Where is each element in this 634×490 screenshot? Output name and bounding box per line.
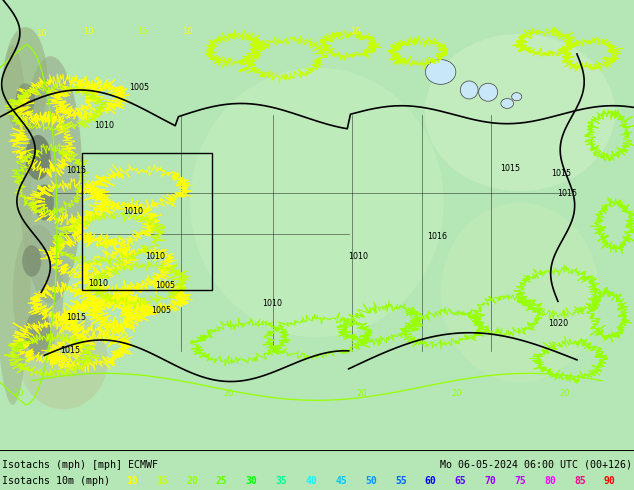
Text: 1005: 1005 <box>155 281 175 290</box>
Ellipse shape <box>512 93 522 101</box>
Text: Isotachs 10m (mph): Isotachs 10m (mph) <box>2 476 110 486</box>
Text: Mo 06-05-2024 06:00 UTC (00+126): Mo 06-05-2024 06:00 UTC (00+126) <box>440 460 632 470</box>
Ellipse shape <box>190 68 444 337</box>
Text: 10: 10 <box>84 27 94 36</box>
Text: 1015: 1015 <box>60 346 80 355</box>
Text: 1020: 1020 <box>548 319 568 328</box>
Text: 20: 20 <box>223 389 233 398</box>
Text: 20: 20 <box>356 389 366 398</box>
Ellipse shape <box>16 83 35 115</box>
Ellipse shape <box>19 310 108 409</box>
Ellipse shape <box>19 56 82 304</box>
Ellipse shape <box>460 81 478 99</box>
Bar <box>82 153 212 290</box>
Text: 1015: 1015 <box>66 167 86 175</box>
Text: 20: 20 <box>14 389 24 398</box>
Text: 20: 20 <box>186 476 198 486</box>
Text: 85: 85 <box>574 476 586 486</box>
Text: 90: 90 <box>604 476 616 486</box>
Text: 1010: 1010 <box>123 207 143 216</box>
Text: 1010: 1010 <box>262 299 283 308</box>
Text: Isotachs (mph) [mph] ECMWF: Isotachs (mph) [mph] ECMWF <box>2 460 158 470</box>
Text: 40: 40 <box>306 476 317 486</box>
Ellipse shape <box>425 34 615 191</box>
Ellipse shape <box>3 27 48 135</box>
Ellipse shape <box>441 202 599 382</box>
Text: 20: 20 <box>14 342 24 351</box>
Ellipse shape <box>25 310 51 355</box>
Text: 1005: 1005 <box>152 306 172 315</box>
Text: 55: 55 <box>395 476 406 486</box>
Text: 65: 65 <box>455 476 467 486</box>
Text: 20: 20 <box>451 389 462 398</box>
Text: 1015: 1015 <box>557 189 578 198</box>
Text: 10: 10 <box>182 27 192 36</box>
Text: 10: 10 <box>36 29 46 38</box>
Text: 15: 15 <box>156 476 168 486</box>
Text: 1010: 1010 <box>348 252 368 261</box>
Text: 60: 60 <box>425 476 436 486</box>
Text: 45: 45 <box>335 476 347 486</box>
Text: 15: 15 <box>138 27 148 36</box>
Text: 1005: 1005 <box>129 83 150 92</box>
Text: 1015: 1015 <box>500 164 521 173</box>
Ellipse shape <box>425 60 456 84</box>
Text: 70: 70 <box>484 476 496 486</box>
Text: 1010: 1010 <box>88 279 108 288</box>
Ellipse shape <box>25 135 51 180</box>
Ellipse shape <box>479 83 498 101</box>
Ellipse shape <box>501 98 514 108</box>
Text: 30: 30 <box>246 476 257 486</box>
Text: 75: 75 <box>514 476 526 486</box>
Text: 20: 20 <box>559 389 569 398</box>
Ellipse shape <box>13 225 63 360</box>
Text: 10: 10 <box>350 27 360 36</box>
Text: 1016: 1016 <box>427 232 448 241</box>
Text: 1015: 1015 <box>66 313 86 321</box>
Text: 20: 20 <box>14 169 24 178</box>
Text: 35: 35 <box>276 476 287 486</box>
Text: 25: 25 <box>216 476 228 486</box>
Text: 80: 80 <box>544 476 556 486</box>
Ellipse shape <box>22 245 41 277</box>
Text: 50: 50 <box>365 476 377 486</box>
Ellipse shape <box>35 184 54 220</box>
Text: 10: 10 <box>126 476 138 486</box>
Text: 1010: 1010 <box>94 122 115 130</box>
Ellipse shape <box>0 45 32 405</box>
Text: 1015: 1015 <box>551 169 571 178</box>
Text: 1010: 1010 <box>145 252 165 261</box>
